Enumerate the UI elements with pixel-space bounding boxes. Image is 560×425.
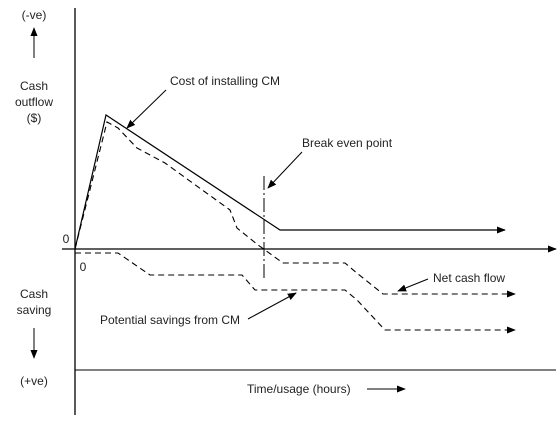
break-even-annotation: Break even point	[302, 136, 393, 150]
origin-label-below: 0	[80, 260, 87, 274]
outflow-label-line1: Cash	[20, 79, 48, 93]
time-axis-label: Time/usage (hours)	[247, 382, 351, 396]
cost-leader-arrow	[126, 89, 167, 129]
top-sign-label: (-ve)	[22, 8, 47, 22]
saving-label-line1: Cash	[20, 287, 48, 301]
saving-label-line2: saving	[17, 303, 52, 317]
savings-annotation: Potential savings from CM	[100, 313, 240, 327]
outflow-label-line3: ($)	[27, 111, 42, 125]
cost-annotation: Cost of installing CM	[170, 74, 280, 88]
net-cash-flow-curve	[74, 121, 516, 298]
cost-curve	[74, 114, 506, 250]
bottom-sign-label: (+ve)	[20, 374, 48, 388]
break-even-leader-arrow	[267, 151, 303, 189]
net-cash-flow-annotation: Net cash flow	[433, 271, 505, 285]
outflow-label-line2: outflow	[15, 95, 53, 109]
origin-label-left: 0	[63, 232, 70, 246]
savings-curve	[75, 252, 516, 334]
savings-leader-arrow	[247, 292, 297, 320]
net-cash-flow-leader-arrow	[397, 278, 429, 292]
